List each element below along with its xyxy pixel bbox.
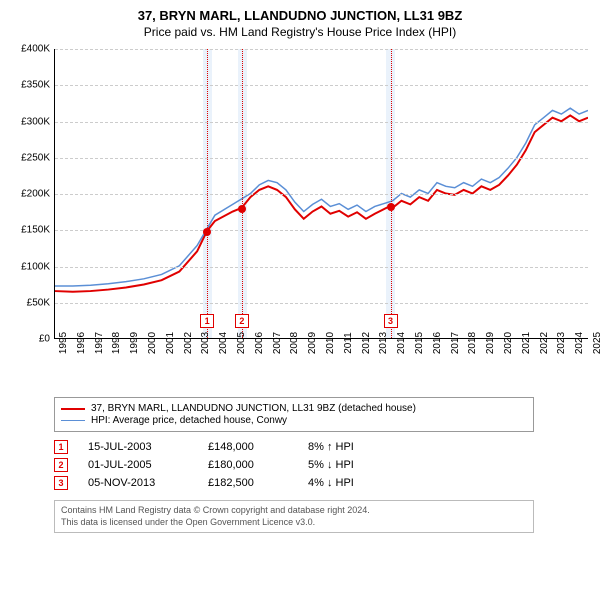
event-row: 1 15-JUL-2003 £148,000 8% ↑ HPI [54,440,588,454]
gridline [55,158,588,159]
x-tick-label: 2007 [272,332,283,354]
event-marker-box: 2 [235,314,249,328]
event-price: £148,000 [208,441,288,453]
y-tick-label: £350K [12,80,50,91]
x-tick-label: 2022 [539,332,550,354]
event-dot [238,205,246,213]
legend: 37, BRYN MARL, LLANDUDNO JUNCTION, LL31 … [54,397,534,432]
gridline [55,49,588,50]
event-vline [242,49,243,338]
x-tick-label: 2025 [592,332,600,354]
event-row: 2 01-JUL-2005 £180,000 5% ↓ HPI [54,458,588,472]
x-tick-label: 2016 [432,332,443,354]
x-tick-label: 2001 [165,332,176,354]
event-hpi: 5% ↓ HPI [308,459,398,471]
x-tick-label: 2018 [467,332,478,354]
y-tick-label: £400K [12,44,50,55]
chart-container: 37, BRYN MARL, LLANDUDNO JUNCTION, LL31 … [0,0,600,590]
y-tick-label: £300K [12,116,50,127]
legend-item: HPI: Average price, detached house, Conw… [61,415,527,426]
footer-line2: This data is licensed under the Open Gov… [61,517,527,529]
x-tick-label: 1998 [111,332,122,354]
event-table: 1 15-JUL-2003 £148,000 8% ↑ HPI 2 01-JUL-2005… [54,440,588,490]
gridline [55,303,588,304]
event-number: 2 [54,458,68,472]
event-date: 05-NOV-2013 [88,477,188,489]
x-tick-label: 1995 [58,332,69,354]
x-tick-label: 2020 [503,332,514,354]
gridline [55,85,588,86]
event-hpi: 4% ↓ HPI [308,477,398,489]
legend-swatch [61,420,85,421]
event-date: 15-JUL-2003 [88,441,188,453]
gridline [55,230,588,231]
event-vline [207,49,208,338]
event-number: 1 [54,440,68,454]
x-tick-label: 2012 [361,332,372,354]
x-tick-label: 2015 [414,332,425,354]
event-dot [387,203,395,211]
event-row: 3 05-NOV-2013 £182,500 4% ↓ HPI [54,476,588,490]
x-tick-label: 2009 [307,332,318,354]
x-tick-label: 2017 [450,332,461,354]
title-address: 37, BRYN MARL, LLANDUDNO JUNCTION, LL31 … [12,8,588,23]
y-tick-label: £150K [12,225,50,236]
event-marker-box: 3 [384,314,398,328]
event-number: 3 [54,476,68,490]
series-price_paid [55,115,588,291]
gridline [55,194,588,195]
x-tick-label: 2011 [343,332,354,354]
series-hpi [55,108,588,286]
x-tick-label: 2014 [396,332,407,354]
x-tick-label: 2019 [485,332,496,354]
legend-label: HPI: Average price, detached house, Conw… [91,415,287,426]
event-vline [391,49,392,338]
gridline [55,267,588,268]
footer-line1: Contains HM Land Registry data © Crown c… [61,505,527,517]
x-tick-label: 2000 [147,332,158,354]
titles: 37, BRYN MARL, LLANDUDNO JUNCTION, LL31 … [12,8,588,39]
title-subtitle: Price paid vs. HM Land Registry's House … [12,25,588,39]
x-tick-label: 2003 [200,332,211,354]
event-price: £182,500 [208,477,288,489]
y-tick-label: £100K [12,261,50,272]
chart: £0£50K£100K£150K£200K£250K£300K£350K£400… [12,49,588,389]
y-tick-label: £250K [12,152,50,163]
x-tick-label: 2004 [218,332,229,354]
x-tick-label: 2010 [325,332,336,354]
x-tick-label: 2024 [574,332,585,354]
event-marker-box: 1 [200,314,214,328]
legend-label: 37, BRYN MARL, LLANDUDNO JUNCTION, LL31 … [91,403,416,414]
x-tick-label: 2021 [521,332,532,354]
x-tick-label: 1997 [94,332,105,354]
gridline [55,122,588,123]
x-tick-label: 1996 [76,332,87,354]
x-tick-label: 1999 [129,332,140,354]
x-tick-label: 2002 [183,332,194,354]
y-tick-label: £200K [12,189,50,200]
y-tick-label: £50K [12,297,50,308]
legend-swatch [61,408,85,410]
event-price: £180,000 [208,459,288,471]
x-tick-label: 2006 [254,332,265,354]
legend-item: 37, BRYN MARL, LLANDUDNO JUNCTION, LL31 … [61,403,527,414]
x-tick-label: 2008 [289,332,300,354]
x-tick-label: 2023 [556,332,567,354]
plot-area: 1 2 3 [54,49,588,339]
x-tick-label: 2005 [236,332,247,354]
y-tick-label: £0 [12,334,50,345]
event-hpi: 8% ↑ HPI [308,441,398,453]
event-date: 01-JUL-2005 [88,459,188,471]
x-tick-label: 2013 [378,332,389,354]
event-dot [203,228,211,236]
footer-attribution: Contains HM Land Registry data © Crown c… [54,500,534,533]
